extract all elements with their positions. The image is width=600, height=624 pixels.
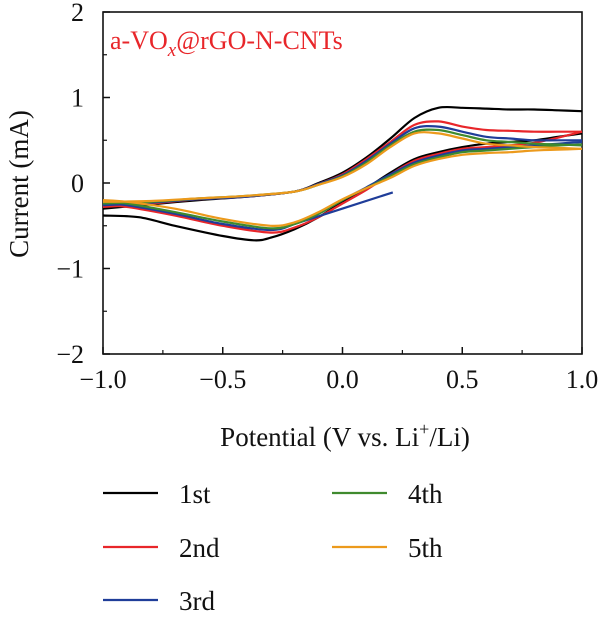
series-1st-anodic-line xyxy=(102,105,583,210)
legend-item-5th: 5th xyxy=(332,533,443,563)
series-layer xyxy=(102,105,583,242)
y-tick-label: 2 xyxy=(71,0,84,27)
y-tick-label: 1 xyxy=(71,84,84,113)
series-2nd-anodic-line xyxy=(102,120,582,208)
ticks-layer: −1.0 −0.5 0.0 0.5 1.0 −2 −1 0 1 2 xyxy=(56,0,598,394)
series-5th-anodic-line xyxy=(102,131,583,203)
legend-label: 1st xyxy=(179,479,211,509)
y-tick-label: 0 xyxy=(71,169,84,198)
plot-frame xyxy=(102,11,583,355)
legend-item-2nd: 2nd xyxy=(103,533,220,563)
series-3rd-anodic-line xyxy=(102,125,582,207)
x-tick-label: 0.5 xyxy=(446,365,479,394)
legend-label: 2nd xyxy=(179,533,220,563)
series-3rd-cathodic-line xyxy=(102,140,583,232)
series-4th-anodic-line xyxy=(102,128,583,205)
chart-annotation: a-VOx@rGO-N-CNTs xyxy=(110,26,343,61)
legend: 1st 2nd 3rd 4th 5th xyxy=(103,479,443,616)
legend-label: 3rd xyxy=(179,586,215,616)
x-tick-label: 1.0 xyxy=(566,365,599,394)
series-5th xyxy=(102,131,583,227)
x-tick-label: 0.0 xyxy=(326,365,359,394)
series-5th-cathodic-line xyxy=(102,147,583,227)
y-tick-label: −1 xyxy=(56,255,84,284)
y-axis-title: Current (mA) xyxy=(4,110,34,258)
y-tick-label: −2 xyxy=(56,340,84,369)
legend-item-4th: 4th xyxy=(332,479,443,509)
legend-label: 4th xyxy=(408,479,443,509)
plot-area xyxy=(102,11,583,355)
legend-label: 5th xyxy=(408,533,443,563)
x-axis-title: Potential (V vs. Li+/Li) xyxy=(220,419,470,452)
legend-item-1st: 1st xyxy=(103,479,211,509)
legend-item-3rd: 3rd xyxy=(103,586,215,616)
x-tick-label: −1.0 xyxy=(79,365,126,394)
x-tick-label: −0.5 xyxy=(199,365,246,394)
